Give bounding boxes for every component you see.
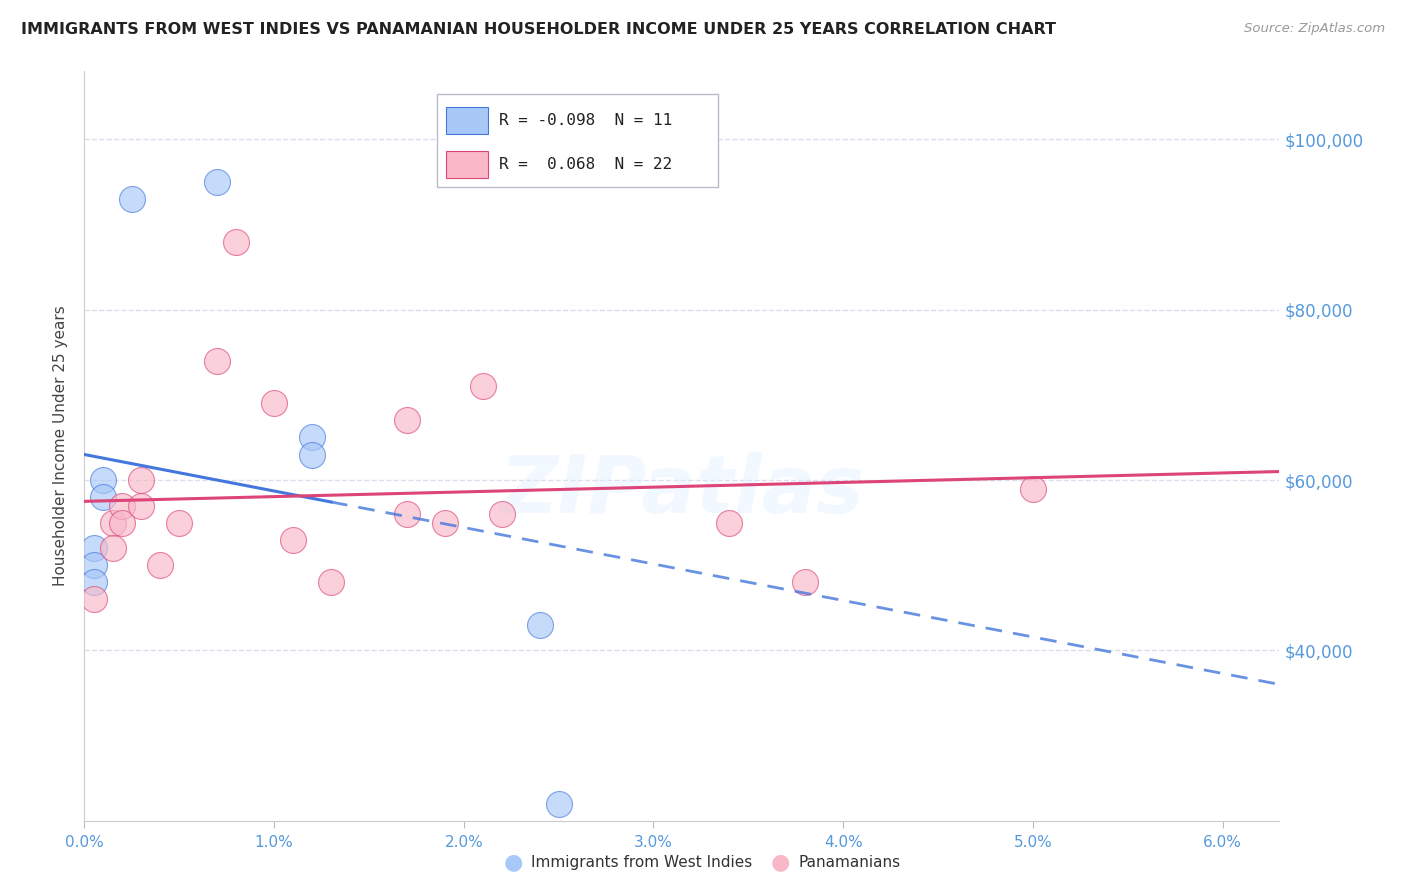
Point — [491, 507, 513, 521]
Text: R =  0.068  N = 22: R = 0.068 N = 22 — [499, 157, 672, 171]
Point — [263, 396, 285, 410]
Point — [83, 575, 105, 590]
Text: R = -0.098  N = 11: R = -0.098 N = 11 — [499, 112, 672, 128]
Point — [111, 516, 134, 530]
Point — [395, 507, 418, 521]
Point — [301, 448, 323, 462]
Point — [111, 499, 134, 513]
FancyBboxPatch shape — [437, 94, 718, 187]
Text: ZIPatlas: ZIPatlas — [499, 452, 865, 530]
Point — [101, 516, 124, 530]
Point — [395, 413, 418, 427]
Point — [129, 499, 152, 513]
Y-axis label: Householder Income Under 25 years: Householder Income Under 25 years — [53, 306, 69, 586]
Point — [91, 490, 114, 504]
Text: IMMIGRANTS FROM WEST INDIES VS PANAMANIAN HOUSEHOLDER INCOME UNDER 25 YEARS CORR: IMMIGRANTS FROM WEST INDIES VS PANAMANIA… — [21, 22, 1056, 37]
Point — [471, 379, 494, 393]
Point — [547, 797, 569, 811]
Point — [301, 430, 323, 444]
Point — [433, 516, 456, 530]
Point — [121, 192, 143, 206]
Text: Source: ZipAtlas.com: Source: ZipAtlas.com — [1244, 22, 1385, 36]
Point — [794, 575, 817, 590]
Text: Immigrants from West Indies: Immigrants from West Indies — [531, 855, 752, 870]
Point — [205, 354, 228, 368]
Point — [91, 473, 114, 487]
Point — [83, 541, 105, 556]
Point — [718, 516, 741, 530]
Point — [319, 575, 342, 590]
Point — [167, 516, 190, 530]
Text: ●: ● — [503, 853, 523, 872]
Text: Panamanians: Panamanians — [799, 855, 901, 870]
Point — [101, 541, 124, 556]
Point — [129, 473, 152, 487]
Point — [1022, 482, 1045, 496]
Point — [149, 558, 172, 573]
Bar — [447, 151, 488, 178]
Point — [83, 592, 105, 607]
Point — [205, 175, 228, 189]
Point — [281, 533, 304, 547]
Text: ●: ● — [770, 853, 790, 872]
Bar — [447, 106, 488, 134]
Point — [529, 617, 551, 632]
Point — [225, 235, 247, 249]
Point — [83, 558, 105, 573]
